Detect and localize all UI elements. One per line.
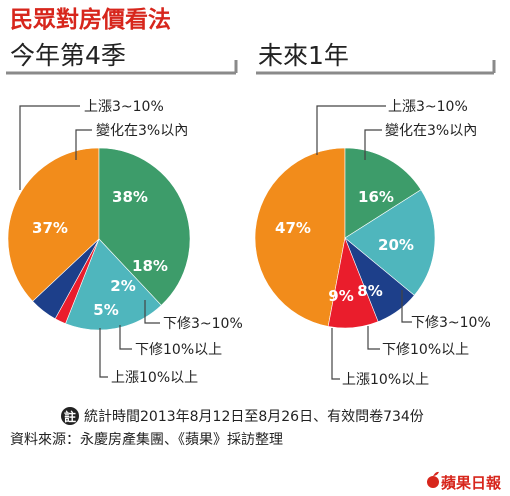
leader-lines-q4 xyxy=(19,105,160,378)
leader-line-flat-next xyxy=(364,129,382,160)
footnote: 註 統計時間2013年8月12日至8月26日、有效問卷734份 資料來源：永慶房… xyxy=(10,407,424,448)
note-icon-background xyxy=(61,407,79,425)
pie-slice-up-small-q4 xyxy=(7,147,100,302)
apple-leaf-icon xyxy=(433,471,439,476)
label-up-large-next: 上漲10%以上 xyxy=(342,372,429,388)
pie-value-label-up-small-next: 47% xyxy=(275,219,311,237)
label-down-small-q4: 下修3~10% xyxy=(163,316,243,332)
panel-title-next-year: 未來1年 xyxy=(258,41,349,70)
leader-line-down-small-q4 xyxy=(144,300,160,324)
pie-slice-flat-q4 xyxy=(98,147,191,306)
pie-slice-up-small-next xyxy=(254,147,346,327)
label-down-large-q4: 下修10%以上 xyxy=(135,342,222,358)
pie-value-label-up-small-q4: 37% xyxy=(32,219,68,237)
pie-slice-down-small-next xyxy=(344,189,436,296)
leader-line-up-small-q4 xyxy=(19,105,80,190)
pie-value-label-up-large-q4: 2% xyxy=(110,277,135,295)
label-down-small-next: 下修3~10% xyxy=(411,315,491,331)
label-up-small-q4: 上漲3~10% xyxy=(84,99,164,115)
pie-slice-down-large-q4 xyxy=(32,238,100,320)
leader-line-down-large-next xyxy=(367,326,380,350)
pie-value-label-down-large-next: 8% xyxy=(357,282,382,300)
pie-value-label-down-large-q4: 5% xyxy=(93,301,118,319)
leader-line-flat-q4 xyxy=(75,129,92,160)
apple-icon xyxy=(427,476,439,488)
note-icon: 註 xyxy=(64,409,76,424)
pie-slice-up-large-next xyxy=(327,236,379,329)
pie-value-label-flat-q4: 38% xyxy=(112,188,148,206)
pie-value-label-down-small-next: 20% xyxy=(378,236,414,254)
pie-value-label-down-small-q4: 18% xyxy=(132,257,168,275)
leader-line-up-large-q4 xyxy=(99,328,108,378)
label-down-large-next: 下修10%以上 xyxy=(382,342,469,358)
label-flat-next: 變化在3%以內 xyxy=(385,123,477,139)
pie-value-label-up-large-next: 9% xyxy=(328,287,353,305)
label-flat-q4: 變化在3%以內 xyxy=(96,123,188,139)
pie-slice-down-small-q4 xyxy=(65,238,162,331)
leader-line-down-large-q4 xyxy=(119,325,132,350)
leader-line-down-small-next xyxy=(401,290,412,323)
note-line-2: 資料來源：永慶房產集團、《蘋果》採訪整理 xyxy=(10,431,283,448)
leader-lines-next-year xyxy=(316,105,412,380)
label-up-small-next: 上漲3~10% xyxy=(388,99,468,115)
pie-slice-flat-next xyxy=(344,147,422,239)
pie-chart-next-year: 47% 16% 20% 8%9% xyxy=(254,147,436,329)
panel-title-q4: 今年第4季 xyxy=(10,41,126,70)
main-title: 民眾對房價看法 xyxy=(10,6,171,33)
label-up-large-q4: 上漲10%以上 xyxy=(111,370,198,386)
pie-chart-q4: 37% 38% 18% 5% 2% xyxy=(7,147,191,331)
pie-value-label-flat-next: 16% xyxy=(358,188,394,206)
leader-line-up-large-next xyxy=(331,328,340,380)
leader-line-up-small-next xyxy=(316,105,386,155)
brand-name: 蘋果日報 xyxy=(441,474,502,492)
note-line-1: 統計時間2013年8月12日至8月26日、有效問卷734份 xyxy=(84,409,424,425)
brand-logo: 蘋果日報 xyxy=(427,471,502,492)
